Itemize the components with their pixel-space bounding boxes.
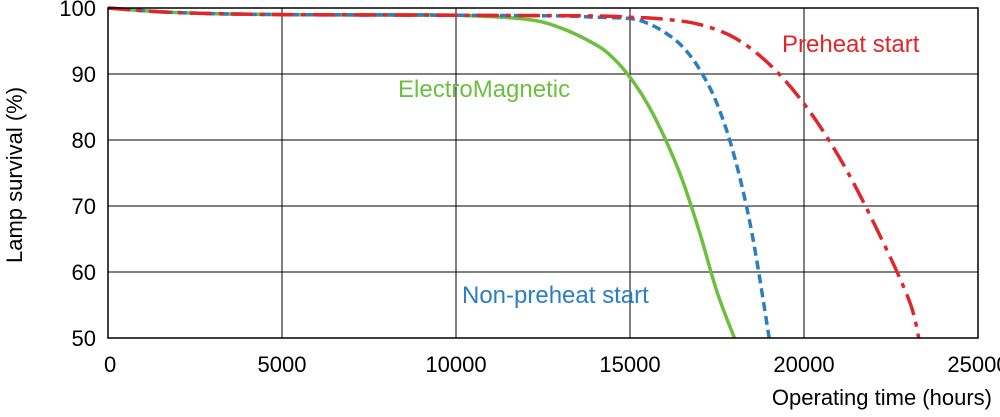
label-preheat-start: Preheat start: [782, 31, 920, 58]
y-tick-label: 60: [72, 260, 96, 285]
x-tick-label: 20000: [773, 352, 834, 377]
y-tick-labels: 50 60 70 80 90 100: [59, 0, 96, 351]
x-tick-labels: 0 5000 10000 15000 20000 25000: [104, 352, 1000, 377]
series-line-non-preheat-start: [107, 6, 771, 339]
x-tick-label: 10000: [425, 352, 486, 377]
y-tick-label: 50: [72, 326, 96, 351]
x-tick-label: 5000: [258, 352, 307, 377]
y-tick-label: 80: [72, 128, 96, 153]
series-line-preheat-start: [107, 6, 921, 339]
label-non-preheat-start: Non-preheat start: [462, 282, 649, 309]
y-tick-label: 90: [72, 62, 96, 87]
label-electromagnetic: ElectroMagnetic: [398, 76, 570, 103]
y-tick-label: 70: [72, 194, 96, 219]
y-tick-label: 100: [59, 0, 96, 21]
plot-frame: [107, 7, 979, 339]
x-axis-title: Operating time (hours): [772, 385, 992, 410]
series-group: [107, 6, 921, 339]
y-axis-title: Lamp survival (%): [2, 87, 27, 263]
x-tick-label: 0: [104, 352, 116, 377]
x-tick-label: 15000: [599, 352, 660, 377]
x-tick-label: 25000: [947, 352, 1000, 377]
